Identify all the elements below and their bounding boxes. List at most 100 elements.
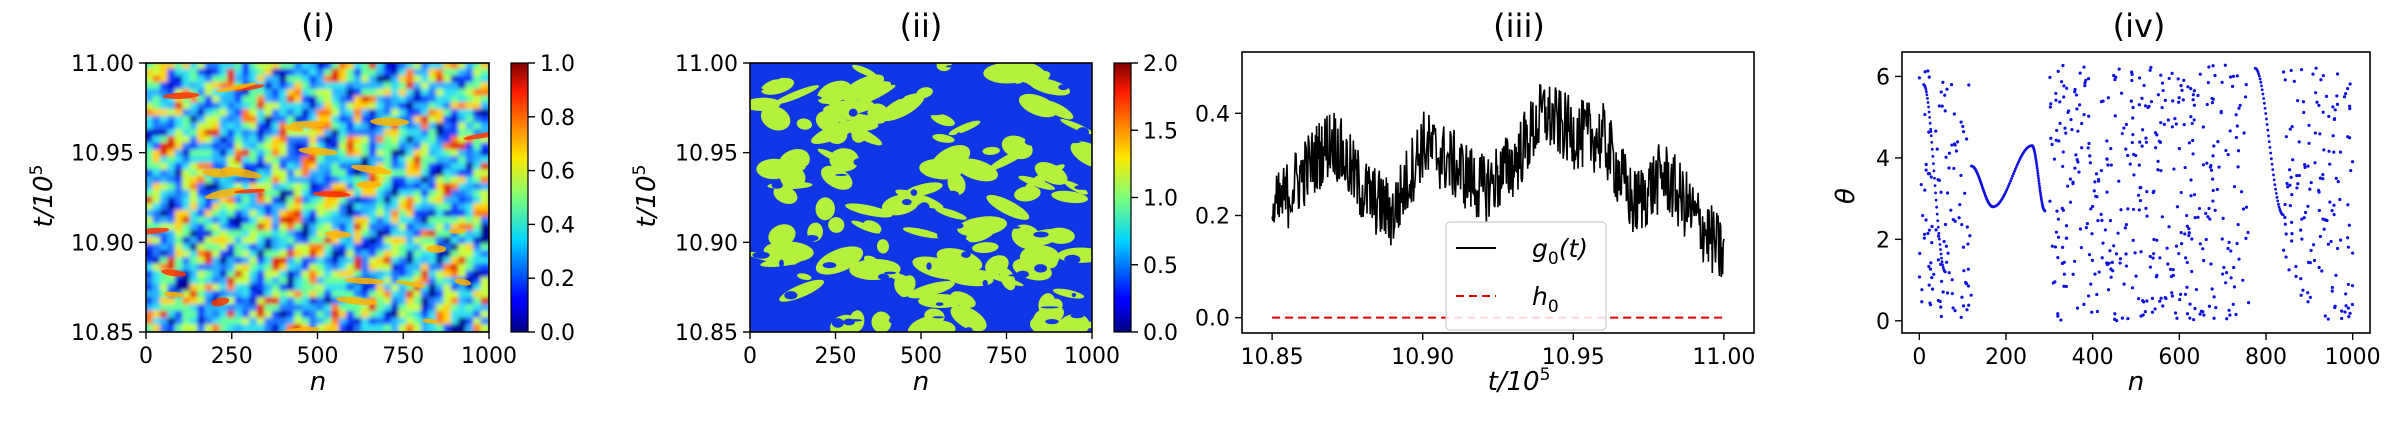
scatter-point (1953, 309, 1957, 313)
heatmap-i-cell (219, 324, 230, 332)
scatter-curve-point (2009, 179, 2012, 183)
heatmap-i-cell (197, 203, 207, 212)
heatmap-i-cell (159, 290, 170, 300)
scatter-curve-point (2262, 101, 2266, 105)
heatmap-i-cell (316, 122, 326, 132)
heatmap-i-cell (391, 263, 401, 273)
heatmap-i-cell (473, 230, 483, 239)
heatmap-i-cell (286, 142, 297, 152)
scatter-curve-point (2274, 192, 2278, 195)
heatmap-i-cell (331, 290, 341, 300)
scatter-point (1965, 308, 1969, 312)
heatmap-i-cell (465, 310, 476, 320)
heatmap-i-cell (159, 95, 170, 105)
scatter-point (2215, 187, 2219, 192)
heatmap-i-cell (428, 189, 438, 199)
scatter-point (2295, 174, 2299, 178)
heatmap-i-cell (353, 243, 364, 253)
heatmap-i-cell (241, 122, 252, 132)
scatter-curve-point (2257, 74, 2261, 78)
heatmap-i-cell (249, 142, 259, 152)
scatter-point (2158, 256, 2162, 260)
heatmap-i-cell (443, 149, 453, 159)
heatmap-i-cell (398, 82, 408, 91)
scatter-point (2288, 168, 2292, 172)
heatmap-i-cell (204, 257, 215, 266)
heatmap-i-cell (398, 95, 408, 105)
heatmap-i-cell (450, 95, 461, 105)
scatter-curve-point (1926, 101, 1930, 104)
heatmap-i-cell (458, 115, 468, 125)
x-tick-label: 800 (2245, 345, 2287, 370)
heatmap-i-cell (443, 277, 453, 286)
heatmap-i-cell (152, 122, 162, 132)
scatter-point (2340, 316, 2344, 321)
heatmap-ii-hole (1072, 102, 1091, 106)
heatmap-i-cell (473, 156, 483, 165)
x-tick-label: 1000 (1064, 344, 1120, 369)
scatter-curve-point (2265, 117, 2268, 121)
scatter-point (2227, 240, 2231, 244)
heatmap-i-cell (249, 317, 259, 327)
heatmap-i-cell (480, 297, 489, 307)
heatmap-i-cell (376, 109, 386, 118)
heatmap-ii-hole (807, 326, 819, 332)
heatmap-i-cell (204, 290, 215, 300)
scatter-point (1928, 267, 1933, 271)
scatter-curve-point (1928, 121, 1932, 125)
heatmap-i-cell (197, 297, 207, 307)
heatmap-i-cell (249, 297, 259, 307)
heatmap-i-cell (197, 317, 207, 327)
scatter-point (2281, 70, 2286, 74)
heatmap-i-cell (383, 63, 394, 71)
scatter-point (1960, 295, 1964, 299)
heatmap-i-cell (450, 230, 461, 239)
heatmap-i-cell (182, 203, 192, 212)
heatmap-i-cell (405, 196, 416, 206)
heatmap-i-cell (286, 236, 297, 246)
heatmap-ii-hole (942, 125, 949, 134)
heatmap-i-cell (271, 129, 282, 138)
scatter-point (1919, 182, 1923, 187)
heatmap-i-cell (167, 196, 177, 206)
heatmap-i-cell (420, 68, 431, 78)
heatmap-i-cell (435, 257, 446, 266)
scatter-point (2056, 217, 2061, 221)
heatmap-i-cell (316, 290, 326, 300)
heatmap-i-cell (480, 189, 489, 199)
scatter-point (1930, 241, 1934, 245)
heatmap-i-cell (391, 257, 401, 266)
heatmap-i-cell (146, 290, 155, 300)
heatmap-i-cell (219, 122, 230, 132)
heatmap-i-cell (286, 304, 297, 313)
heatmap-i-cell (256, 243, 267, 253)
scatter-point (2236, 223, 2240, 227)
heatmap-i-cell (167, 169, 177, 179)
heatmap-i-cell (368, 283, 379, 293)
scatter-point (2284, 255, 2288, 259)
heatmap-i-cell (391, 88, 401, 98)
scatter-point (2228, 75, 2233, 79)
heatmap-ii-hole (937, 231, 944, 239)
heatmap-i-cell (189, 243, 200, 253)
heatmap-i-cell (391, 149, 401, 159)
heatmap-i-cell (146, 270, 155, 280)
scatter-point (2124, 122, 2128, 127)
scatter-point (2314, 66, 2318, 70)
heatmap-i-cell (323, 176, 334, 186)
scatter-point (1961, 304, 1966, 308)
scatter-point (2077, 103, 2082, 107)
heatmap-i-cell (256, 63, 267, 71)
scatter-point (2235, 241, 2239, 246)
heatmap-i-cell (219, 250, 230, 260)
heatmap-i-cell (391, 317, 401, 327)
scatter-point (2231, 302, 2235, 306)
scatter-point (2073, 166, 2077, 170)
scatter-curve-point (2263, 106, 2267, 110)
scatter-curve-point (1925, 93, 1929, 97)
scatter-point (2321, 74, 2325, 78)
heatmap-ii-patch (796, 118, 813, 130)
heatmap-i-cell (473, 324, 483, 332)
scatter-point (2172, 167, 2176, 171)
heatmap-i-cell (271, 230, 282, 239)
